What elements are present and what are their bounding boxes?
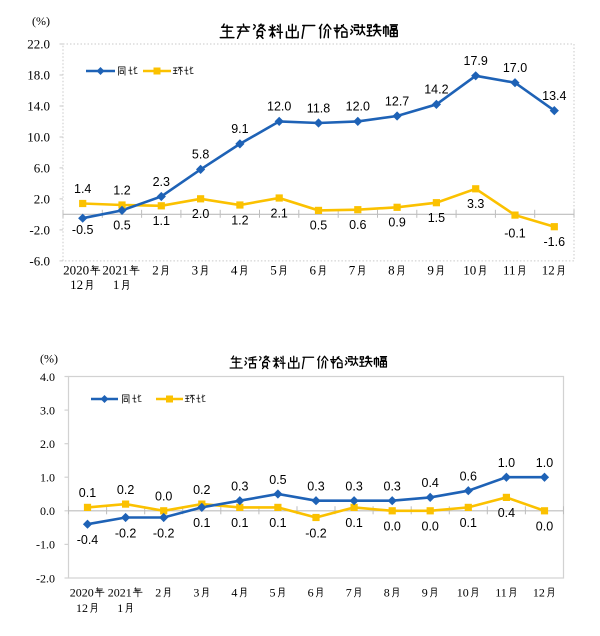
svg-text:-2.0: -2.0 [29, 222, 50, 237]
svg-text:0.1: 0.1 [193, 516, 210, 530]
svg-text:11: 11 [495, 585, 507, 599]
svg-text:5: 5 [270, 585, 276, 599]
svg-text:0.0: 0.0 [40, 504, 55, 518]
svg-text:6: 6 [308, 585, 314, 599]
svg-text:1.0: 1.0 [536, 456, 553, 470]
svg-text:0.9: 0.9 [388, 216, 405, 230]
svg-text:9: 9 [422, 585, 428, 599]
svg-text:0.4: 0.4 [422, 476, 439, 490]
svg-text:2020: 2020 [70, 585, 94, 599]
svg-text:12.0: 12.0 [346, 100, 370, 114]
svg-text:9: 9 [427, 262, 434, 277]
svg-text:0.6: 0.6 [349, 218, 366, 232]
svg-text:0.0: 0.0 [155, 490, 172, 504]
svg-text:11.8: 11.8 [307, 101, 330, 115]
svg-text:0.5: 0.5 [310, 219, 327, 233]
svg-text:0.2: 0.2 [193, 483, 210, 497]
svg-text:0.3: 0.3 [307, 480, 324, 494]
svg-text:(%): (%) [32, 14, 50, 28]
svg-text:12.0: 12.0 [267, 100, 291, 114]
svg-text:7: 7 [346, 585, 352, 599]
svg-text:3.0: 3.0 [40, 403, 55, 417]
svg-text:3: 3 [192, 262, 199, 277]
svg-text:2.0: 2.0 [40, 437, 55, 451]
svg-text:1.2: 1.2 [113, 183, 130, 197]
svg-text:-0.2: -0.2 [115, 526, 137, 540]
svg-text:12: 12 [542, 262, 555, 277]
svg-text:1: 1 [117, 601, 123, 615]
svg-text:0.1: 0.1 [269, 516, 286, 530]
svg-text:13.4: 13.4 [542, 89, 566, 103]
svg-text:17.0: 17.0 [503, 61, 527, 75]
svg-text:22.0: 22.0 [27, 37, 50, 52]
svg-text:2021: 2021 [102, 262, 128, 277]
svg-text:14.2: 14.2 [424, 83, 448, 97]
svg-text:0.5: 0.5 [269, 473, 286, 487]
svg-text:2.0: 2.0 [192, 207, 209, 221]
svg-text:1.0: 1.0 [40, 471, 55, 485]
svg-text:1.1: 1.1 [153, 214, 170, 228]
svg-text:12: 12 [533, 585, 545, 599]
svg-text:0.3: 0.3 [384, 480, 401, 494]
svg-text:0.4: 0.4 [498, 506, 515, 520]
svg-text:0.6: 0.6 [460, 470, 477, 484]
svg-text:0.0: 0.0 [422, 520, 439, 534]
svg-text:10: 10 [463, 262, 476, 277]
svg-text:0.2: 0.2 [117, 483, 134, 497]
svg-text:5: 5 [270, 262, 277, 277]
svg-text:2.3: 2.3 [153, 175, 170, 189]
svg-text:6.0: 6.0 [34, 160, 50, 175]
svg-text:11: 11 [503, 262, 516, 277]
svg-text:1.4: 1.4 [74, 182, 91, 196]
svg-text:3: 3 [193, 585, 199, 599]
svg-text:0.3: 0.3 [345, 480, 362, 494]
svg-text:0.1: 0.1 [460, 516, 477, 530]
svg-text:-0.5: -0.5 [72, 223, 94, 237]
svg-text:-6.0: -6.0 [29, 253, 50, 268]
svg-text:4: 4 [231, 585, 237, 599]
svg-text:0.1: 0.1 [345, 516, 362, 530]
svg-text:10: 10 [457, 585, 469, 599]
svg-text:-0.2: -0.2 [153, 526, 175, 540]
svg-text:(%): (%) [40, 352, 58, 366]
svg-text:5.8: 5.8 [192, 148, 209, 162]
svg-text:0.5: 0.5 [113, 219, 130, 233]
svg-text:17.9: 17.9 [464, 54, 488, 68]
svg-text:14.0: 14.0 [27, 99, 50, 114]
svg-text:-0.4: -0.4 [77, 533, 99, 547]
svg-text:2: 2 [155, 585, 161, 599]
svg-text:8: 8 [388, 262, 395, 277]
svg-text:-0.1: -0.1 [504, 226, 526, 240]
svg-text:1.2: 1.2 [231, 213, 248, 227]
svg-text:4: 4 [231, 262, 238, 277]
svg-text:2.0: 2.0 [34, 191, 50, 206]
svg-text:-0.2: -0.2 [305, 526, 327, 540]
svg-text:4.0: 4.0 [40, 370, 55, 384]
svg-text:10.0: 10.0 [27, 130, 50, 145]
svg-text:18.0: 18.0 [27, 68, 50, 83]
svg-text:9.1: 9.1 [231, 122, 248, 136]
svg-text:0.0: 0.0 [384, 520, 401, 534]
svg-text:1.0: 1.0 [498, 456, 515, 470]
svg-text:8: 8 [384, 585, 390, 599]
svg-text:0.1: 0.1 [79, 486, 96, 500]
svg-text:2020: 2020 [63, 262, 89, 277]
svg-text:12: 12 [76, 601, 88, 615]
svg-text:12: 12 [70, 277, 83, 292]
svg-text:6: 6 [310, 262, 317, 277]
svg-text:0.1: 0.1 [231, 516, 248, 530]
svg-text:3.3: 3.3 [467, 197, 484, 211]
svg-text:-2.0: -2.0 [36, 571, 55, 585]
svg-text:1.5: 1.5 [428, 211, 445, 225]
svg-text:2021: 2021 [108, 585, 132, 599]
svg-text:-1.0: -1.0 [36, 538, 55, 552]
svg-text:-1.6: -1.6 [544, 235, 566, 249]
svg-text:12.7: 12.7 [385, 94, 409, 108]
svg-text:0.3: 0.3 [231, 480, 248, 494]
svg-text:0.0: 0.0 [536, 520, 553, 534]
svg-text:2.1: 2.1 [271, 206, 288, 220]
svg-text:7: 7 [349, 262, 356, 277]
svg-text:2: 2 [152, 262, 159, 277]
svg-text:1: 1 [113, 277, 120, 292]
